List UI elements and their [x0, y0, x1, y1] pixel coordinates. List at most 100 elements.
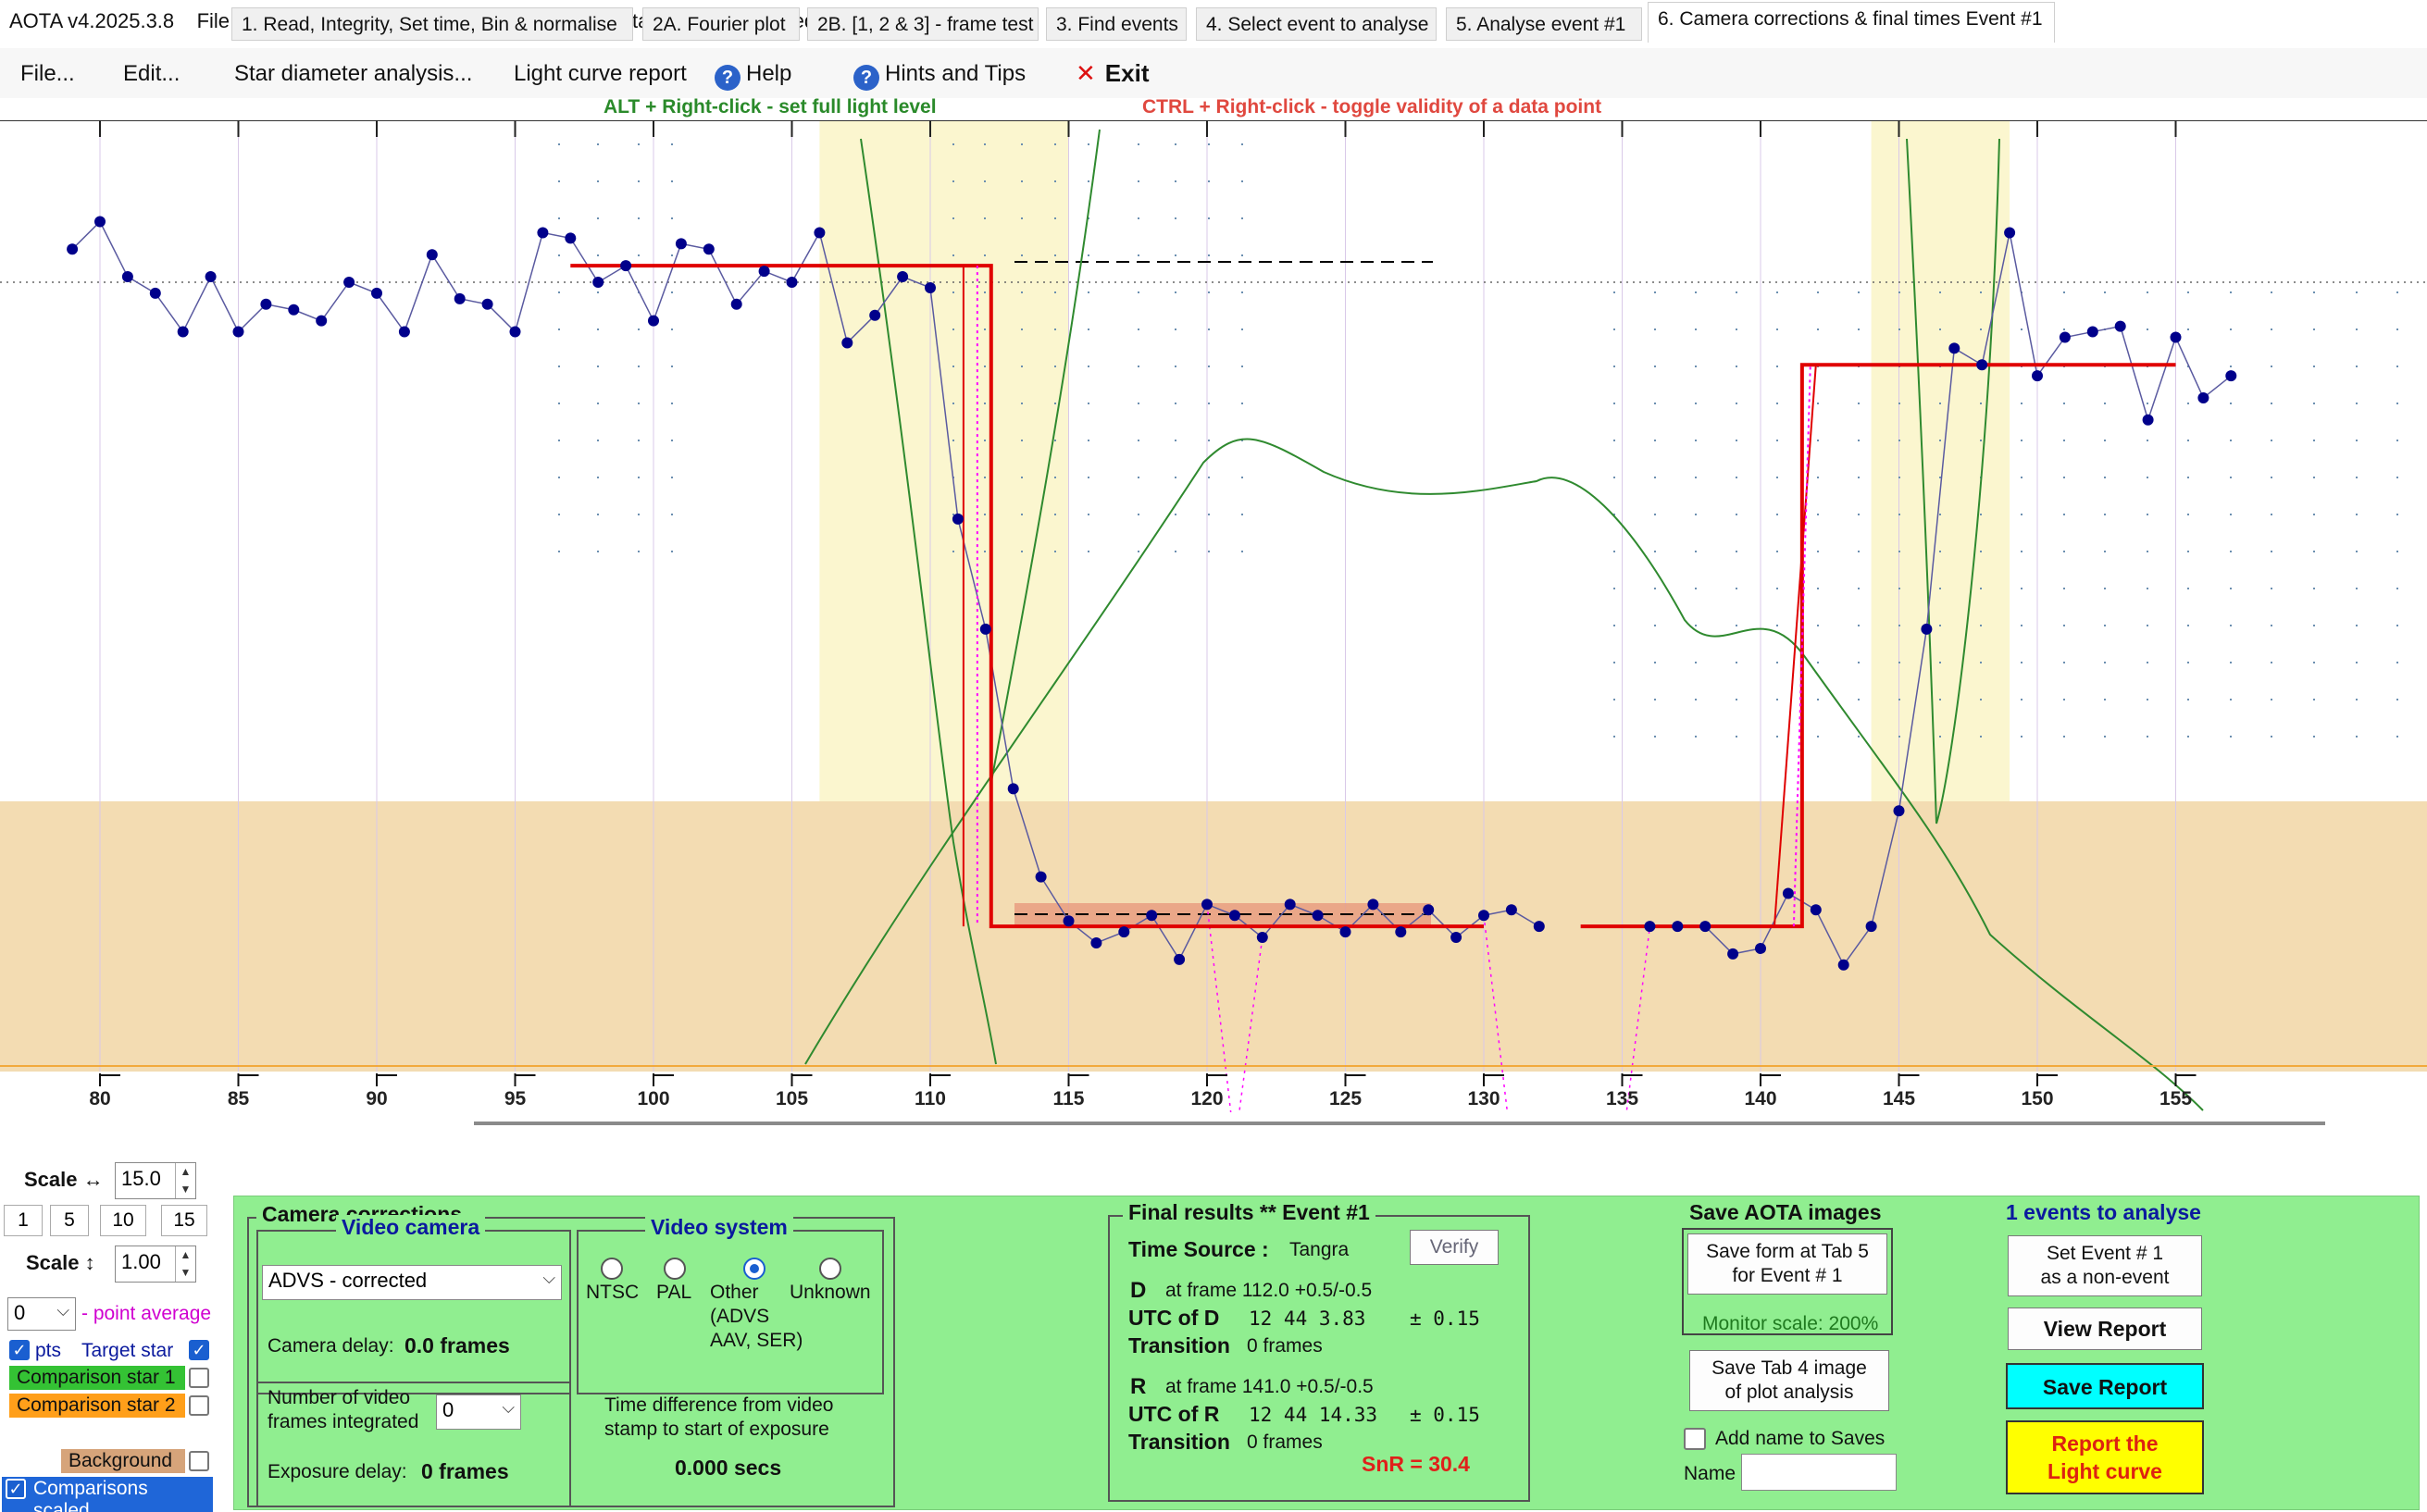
data-point-15 [481, 298, 493, 310]
scale-button-15[interactable]: 15 [161, 1205, 207, 1236]
scale-vertical-spinner[interactable]: 1.00 ▲ ▼ [115, 1246, 196, 1283]
comparison-star-1-checkbox[interactable] [189, 1368, 209, 1388]
utc-d-error: ± 0.15 [1410, 1308, 1480, 1330]
frames-label-1: Number of video [268, 1387, 411, 1408]
background-label: Background [61, 1449, 185, 1473]
set-event-label-1: Set Event # 1 [2046, 1243, 2164, 1264]
data-point-53 [1533, 921, 1545, 933]
save-tab4-image-button[interactable]: Save Tab 4 image of plot analysis [1689, 1350, 1889, 1411]
data-point-12 [398, 326, 410, 338]
green-curve-parabola-d [860, 138, 997, 1065]
radio-unknown[interactable] [819, 1258, 841, 1280]
camera-select[interactable]: ADVS - corrected ⌵ [262, 1265, 562, 1300]
spinner-arrows-icon[interactable]: ▲ ▼ [175, 1163, 195, 1198]
tab-select-event[interactable]: 4. Select event to analyse [1196, 7, 1437, 41]
pts-label: pts [35, 1340, 62, 1361]
data-point-50 [1450, 932, 1462, 944]
comparisons-scaled-checkbox[interactable]: ✓ [6, 1479, 26, 1499]
help-icon: ? [715, 65, 741, 91]
plot-horizontal-scrollbar[interactable] [474, 1122, 2325, 1125]
set-non-event-button[interactable]: Set Event # 1 as a non-event [2008, 1235, 2202, 1296]
view-report-button[interactable]: View Report [2008, 1308, 2202, 1350]
tab-read-integrity[interactable]: 1. Read, Integrity, Set time, Bin & norm… [231, 7, 633, 41]
transition-d-value: 0 frames [1247, 1335, 1323, 1357]
light-curve-plot[interactable]: 80 85 90 95 100 105 110 115 120 125 130 135 140 145 15… [0, 120, 2427, 1112]
verify-button[interactable]: Verify [1410, 1230, 1499, 1265]
spinner-arrows-icon[interactable]: ▲ ▼ [175, 1246, 195, 1282]
name-input[interactable] [1741, 1454, 1897, 1491]
other-label: Other [710, 1282, 759, 1303]
data-point-4 [177, 326, 189, 338]
tab-find-events[interactable]: 3. Find events [1046, 7, 1187, 41]
chevron-down-icon: ⌵ [542, 1269, 555, 1287]
target-star-checkbox[interactable]: ✓ [189, 1340, 209, 1360]
pts-checkbox[interactable]: ✓ [9, 1340, 30, 1360]
events-to-analyse-title: 1 events to analyse [2006, 1200, 2201, 1224]
data-point-62 [1865, 921, 1877, 933]
utc-d-value: 12 44 3.83 [1249, 1308, 1366, 1330]
menu-file[interactable]: File... [20, 61, 75, 86]
exposure-delay-value: 0 frames [421, 1459, 509, 1483]
data-point-69 [2059, 331, 2071, 343]
save-tab4-label-2: of plot analysis [1724, 1382, 1854, 1403]
data-point-52 [1505, 904, 1517, 916]
data-point-24 [730, 298, 742, 310]
radio-ntsc[interactable] [601, 1258, 623, 1280]
tab-frame-test[interactable]: 2B. [1, 2 & 3] - frame test [807, 7, 1039, 41]
tab-fourier-plot[interactable]: 2A. Fourier plot [642, 7, 800, 41]
x-tick-label: 105 [776, 1088, 808, 1109]
frames-integrated-select[interactable]: 0 ⌵ [436, 1394, 521, 1430]
save-report-button[interactable]: Save Report [2006, 1363, 2204, 1409]
comparison-star-2-checkbox[interactable] [189, 1395, 209, 1416]
video-camera-group [256, 1230, 571, 1394]
x-tick-label: 110 [915, 1088, 946, 1109]
camera-select-value: ADVS - corrected [268, 1269, 428, 1292]
radio-other[interactable] [743, 1258, 765, 1280]
point-average-select[interactable]: 0 ⌵ [7, 1297, 76, 1331]
scale-horizontal-value: 15.0 [121, 1167, 161, 1190]
model-r-edge [1773, 365, 1817, 927]
data-point-43 [1256, 932, 1268, 944]
scale-horizontal-spinner[interactable]: 15.0 ▲ ▼ [115, 1162, 196, 1199]
scale-vertical-label: Scale ↕ [26, 1251, 95, 1274]
menu-hints[interactable]: ? Hints and Tips [853, 61, 1026, 91]
data-point-55 [1672, 921, 1684, 933]
data-line [1649, 232, 2232, 967]
x-tick-label: 115 [1053, 1088, 1085, 1109]
x-tick-label: 150 [2021, 1088, 2053, 1109]
ntsc-label: NTSC [586, 1282, 640, 1303]
menu-help[interactable]: ? Help [715, 61, 791, 91]
add-name-checkbox[interactable] [1684, 1428, 1706, 1450]
utc-d-label: UTC of D [1128, 1306, 1220, 1330]
menu-exit[interactable]: ✕ Exit [1076, 59, 1149, 88]
menu-light-curve-report[interactable]: Light curve report [514, 61, 687, 86]
report-light-curve-button[interactable]: Report the Light curve [2006, 1420, 2204, 1494]
save-form-button[interactable]: Save form at Tab 5 for Event # 1 [1687, 1233, 1887, 1295]
menu-star-diameter[interactable]: Star diameter analysis... [234, 61, 473, 86]
final-results-title: Final results ** Event #1 [1123, 1200, 1375, 1225]
menu-bar: File... Edit... Star diameter analysis..… [0, 48, 2427, 98]
scale-button-5[interactable]: 5 [50, 1205, 89, 1236]
hint-ctrl-right-click: CTRL + Right-click - toggle validity of … [1142, 96, 1602, 118]
utc-r-value: 12 44 14.33 [1249, 1404, 1378, 1426]
x-tick-label: 155 [2159, 1088, 2192, 1109]
data-point-36 [1063, 915, 1075, 927]
event-zone-band [0, 801, 2427, 1072]
data-point-61 [1837, 959, 1849, 971]
transition-d-label: Transition [1128, 1333, 1230, 1357]
tab-camera-corrections[interactable]: 6. Camera corrections & final times Even… [1648, 2, 2055, 43]
scale-button-10[interactable]: 10 [100, 1205, 146, 1236]
x-tick-label: 125 [1329, 1088, 1362, 1109]
background-checkbox[interactable] [189, 1451, 209, 1471]
x-tick-label: 130 [1467, 1088, 1500, 1109]
data-point-10 [343, 277, 355, 288]
menu-edit[interactable]: Edit... [123, 61, 180, 86]
scale-button-1[interactable]: 1 [4, 1205, 43, 1236]
menu-exit-label: Exit [1104, 59, 1150, 87]
radio-pal[interactable] [664, 1258, 686, 1280]
x-tick-label: 95 [504, 1088, 527, 1109]
data-point-35 [1035, 871, 1047, 883]
tab-analyse-event[interactable]: 5. Analyse event #1 [1446, 7, 1642, 41]
unknown-label: Unknown [790, 1282, 871, 1303]
data-point-30 [897, 271, 909, 283]
